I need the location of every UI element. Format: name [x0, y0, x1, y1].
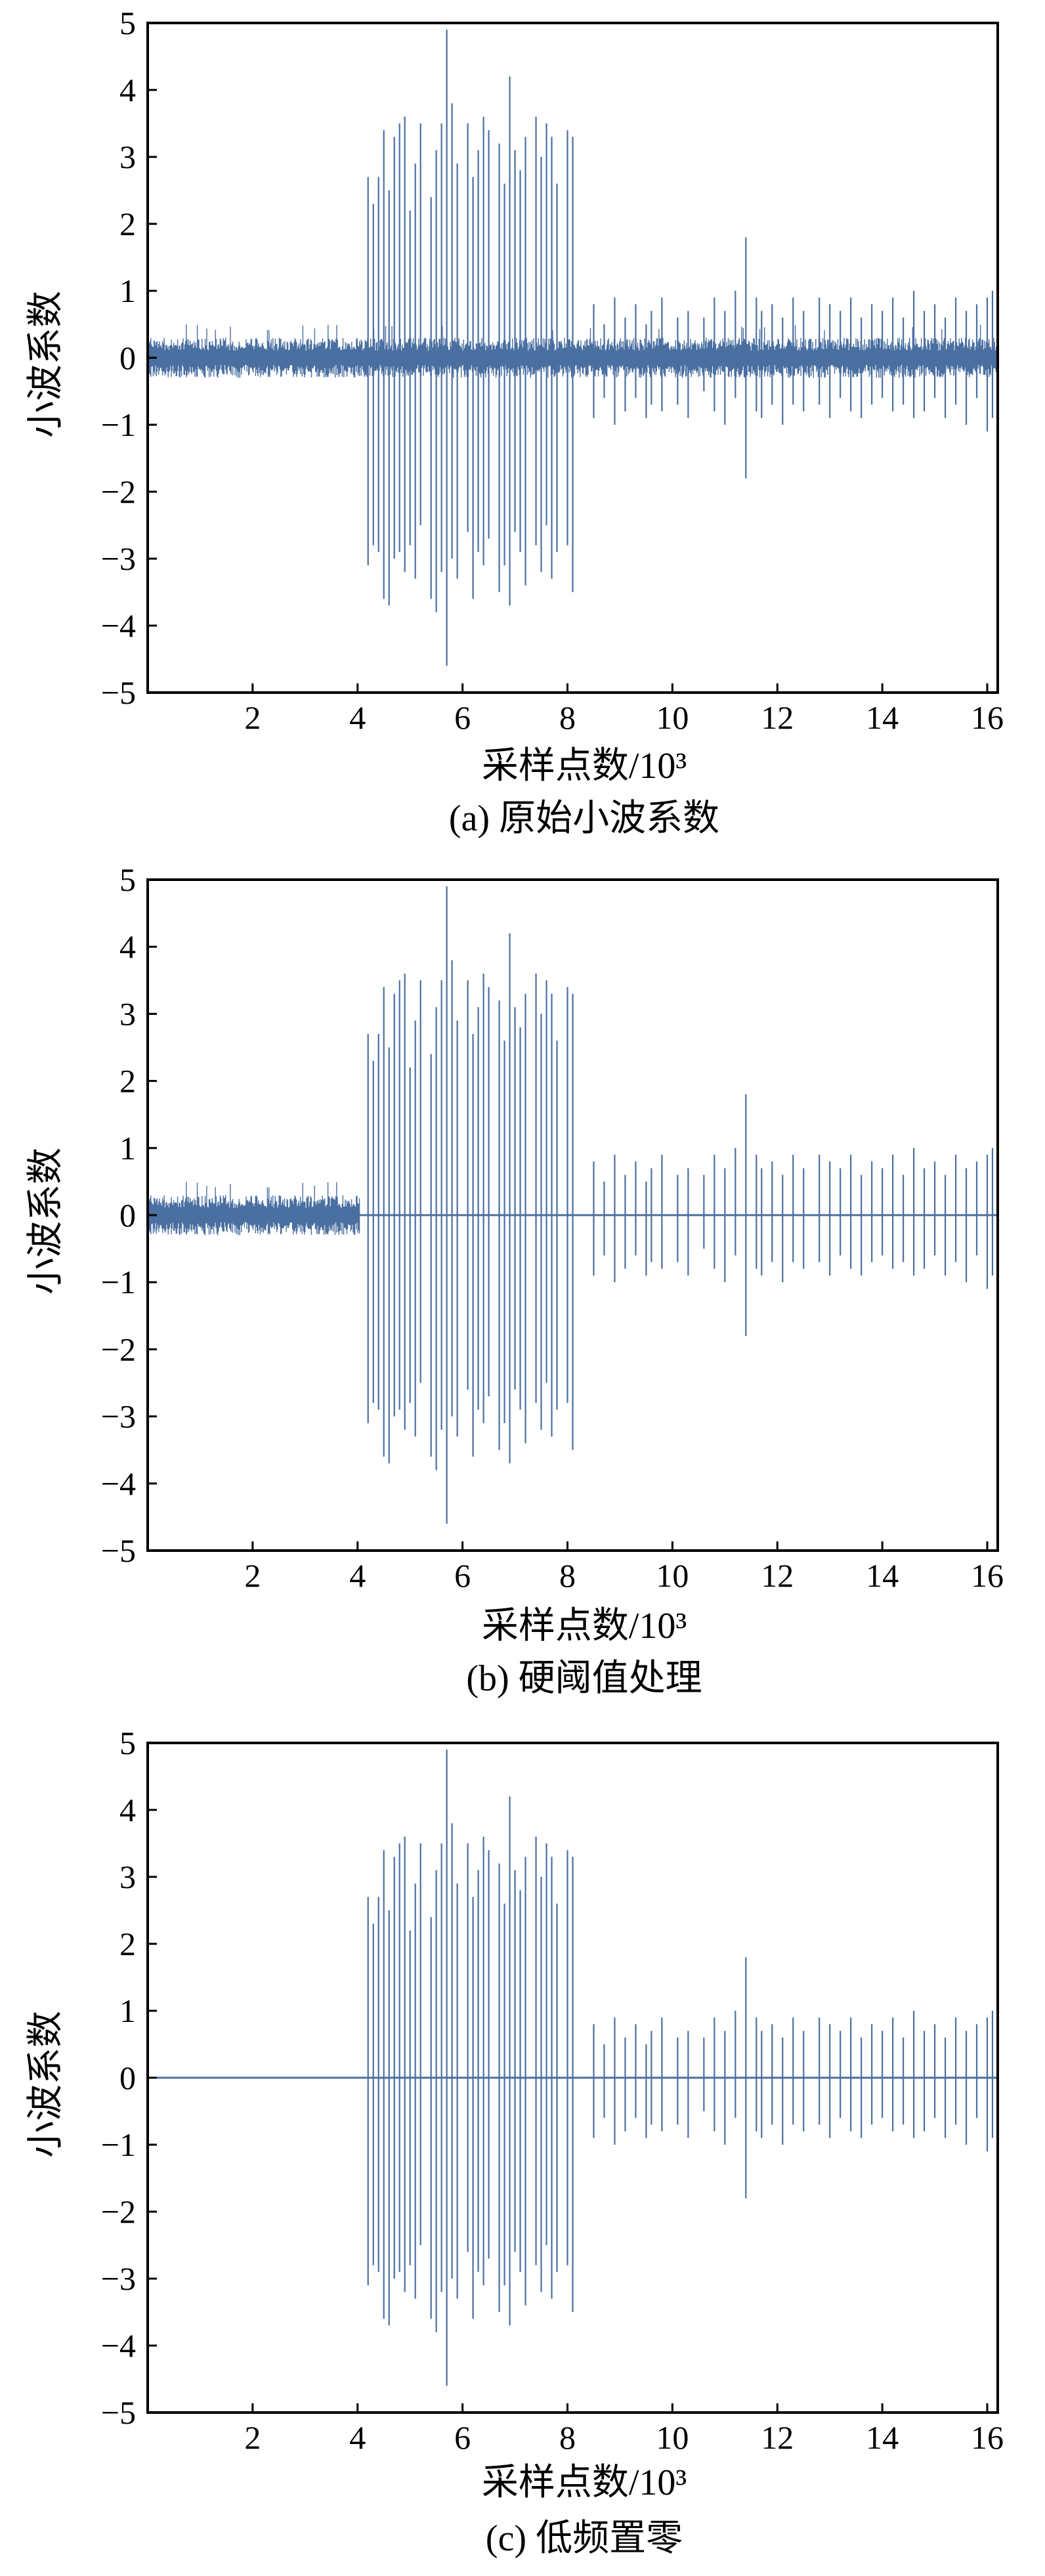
y-tick-label: −3 [101, 2260, 136, 2297]
y-tick-label: −2 [101, 2193, 136, 2230]
y-tick-label: −1 [101, 406, 136, 443]
y-axis-label: 小波系数 [26, 1148, 66, 1295]
plot-area [148, 1750, 998, 2386]
panel-c: 采样点数/10³ 小波系数 (c) 低频置零 2 4 6 8 10 12 14 16−5−4−… [26, 1725, 1004, 2559]
x-tick-label: 12 [761, 2419, 794, 2456]
y-tick-label: −1 [101, 1264, 136, 1300]
x-tick-label: 8 [559, 699, 576, 736]
y-axis-label: 小波系数 [26, 2011, 66, 2158]
x-tick-label: 12 [761, 699, 794, 736]
y-tick-label: −3 [101, 540, 136, 577]
y-tick-label: 0 [119, 339, 136, 376]
x-tick-label: 16 [971, 1557, 1004, 1594]
x-tick-label: 2 [244, 699, 261, 736]
series-noise [148, 1182, 360, 1235]
y-tick-label: −3 [101, 1398, 136, 1435]
y-tick-label: 4 [119, 72, 136, 108]
y-tick-label: 1 [119, 1992, 136, 2029]
x-tick-label: 14 [866, 699, 899, 736]
y-tick-label: 5 [119, 1725, 136, 1761]
y-tick-label: 4 [119, 1792, 136, 1828]
plot-area [148, 30, 998, 666]
x-tick-label: 4 [349, 699, 366, 736]
y-tick-label: 5 [119, 861, 136, 898]
panel-caption: (c) 低频置零 [486, 2518, 683, 2559]
x-tick-label: 6 [454, 699, 471, 736]
x-tick-label: 4 [349, 1557, 366, 1594]
y-tick-label: 3 [119, 139, 136, 175]
x-tick-label: 14 [866, 2419, 899, 2456]
y-tick-label: −2 [101, 473, 136, 510]
y-tick-label: 3 [119, 995, 136, 1032]
panel-b: 采样点数/10³ 小波系数 (b) 硬阈值处理 2 4 6 8 10 12 14 16−5−4… [26, 861, 1004, 1699]
y-tick-label: −5 [101, 674, 136, 711]
x-axis-label: 采样点数/10³ [482, 1606, 687, 1646]
x-tick-label: 6 [454, 2419, 471, 2456]
x-tick-label: 8 [559, 2419, 576, 2456]
x-tick-label: 16 [971, 2419, 1004, 2456]
y-tick-label: 0 [119, 2059, 136, 2096]
y-tick-label: 4 [119, 928, 136, 965]
y-tick-label: 2 [119, 1925, 136, 1962]
x-tick-label: 10 [656, 699, 689, 736]
y-tick-label: −5 [101, 2394, 136, 2431]
y-tick-label: −1 [101, 2126, 136, 2163]
x-axis-label: 采样点数/10³ [482, 746, 687, 786]
x-tick-label: 12 [761, 1557, 794, 1594]
y-tick-label: 2 [119, 205, 136, 242]
panel-a: 采样点数/10³ 小波系数 (a) 原始小波系数 2 4 6 8 10 12 14 16−5−… [26, 5, 1004, 839]
x-tick-label: 14 [866, 1557, 899, 1594]
y-tick-label: 0 [119, 1197, 136, 1234]
y-tick-label: −5 [101, 1532, 136, 1569]
x-tick-label: 2 [244, 2419, 261, 2456]
x-axis-label: 采样点数/10³ [482, 2462, 687, 2503]
x-tick-label: 16 [971, 699, 1004, 736]
x-tick-label: 2 [244, 1557, 261, 1594]
plot-area [148, 886, 998, 1524]
x-tick-label: 8 [559, 1557, 576, 1594]
y-tick-label: 1 [119, 272, 136, 309]
y-tick-label: −4 [101, 607, 136, 644]
panel-caption: (b) 硬阈值处理 [466, 1658, 702, 1699]
y-tick-label: −4 [101, 1465, 136, 1502]
x-tick-label: 10 [656, 2419, 689, 2456]
x-tick-label: 4 [349, 2419, 366, 2456]
y-tick-label: −4 [101, 2327, 136, 2364]
y-tick-label: −2 [101, 1331, 136, 1367]
x-tick-label: 6 [454, 1557, 471, 1594]
x-tick-label: 10 [656, 1557, 689, 1594]
y-tick-label: 1 [119, 1130, 136, 1167]
y-tick-label: 3 [119, 1858, 136, 1895]
panel-caption: (a) 原始小波系数 [449, 798, 719, 839]
y-tick-label: 5 [119, 5, 136, 41]
y-axis-label: 小波系数 [26, 291, 66, 438]
y-tick-label: 2 [119, 1063, 136, 1100]
